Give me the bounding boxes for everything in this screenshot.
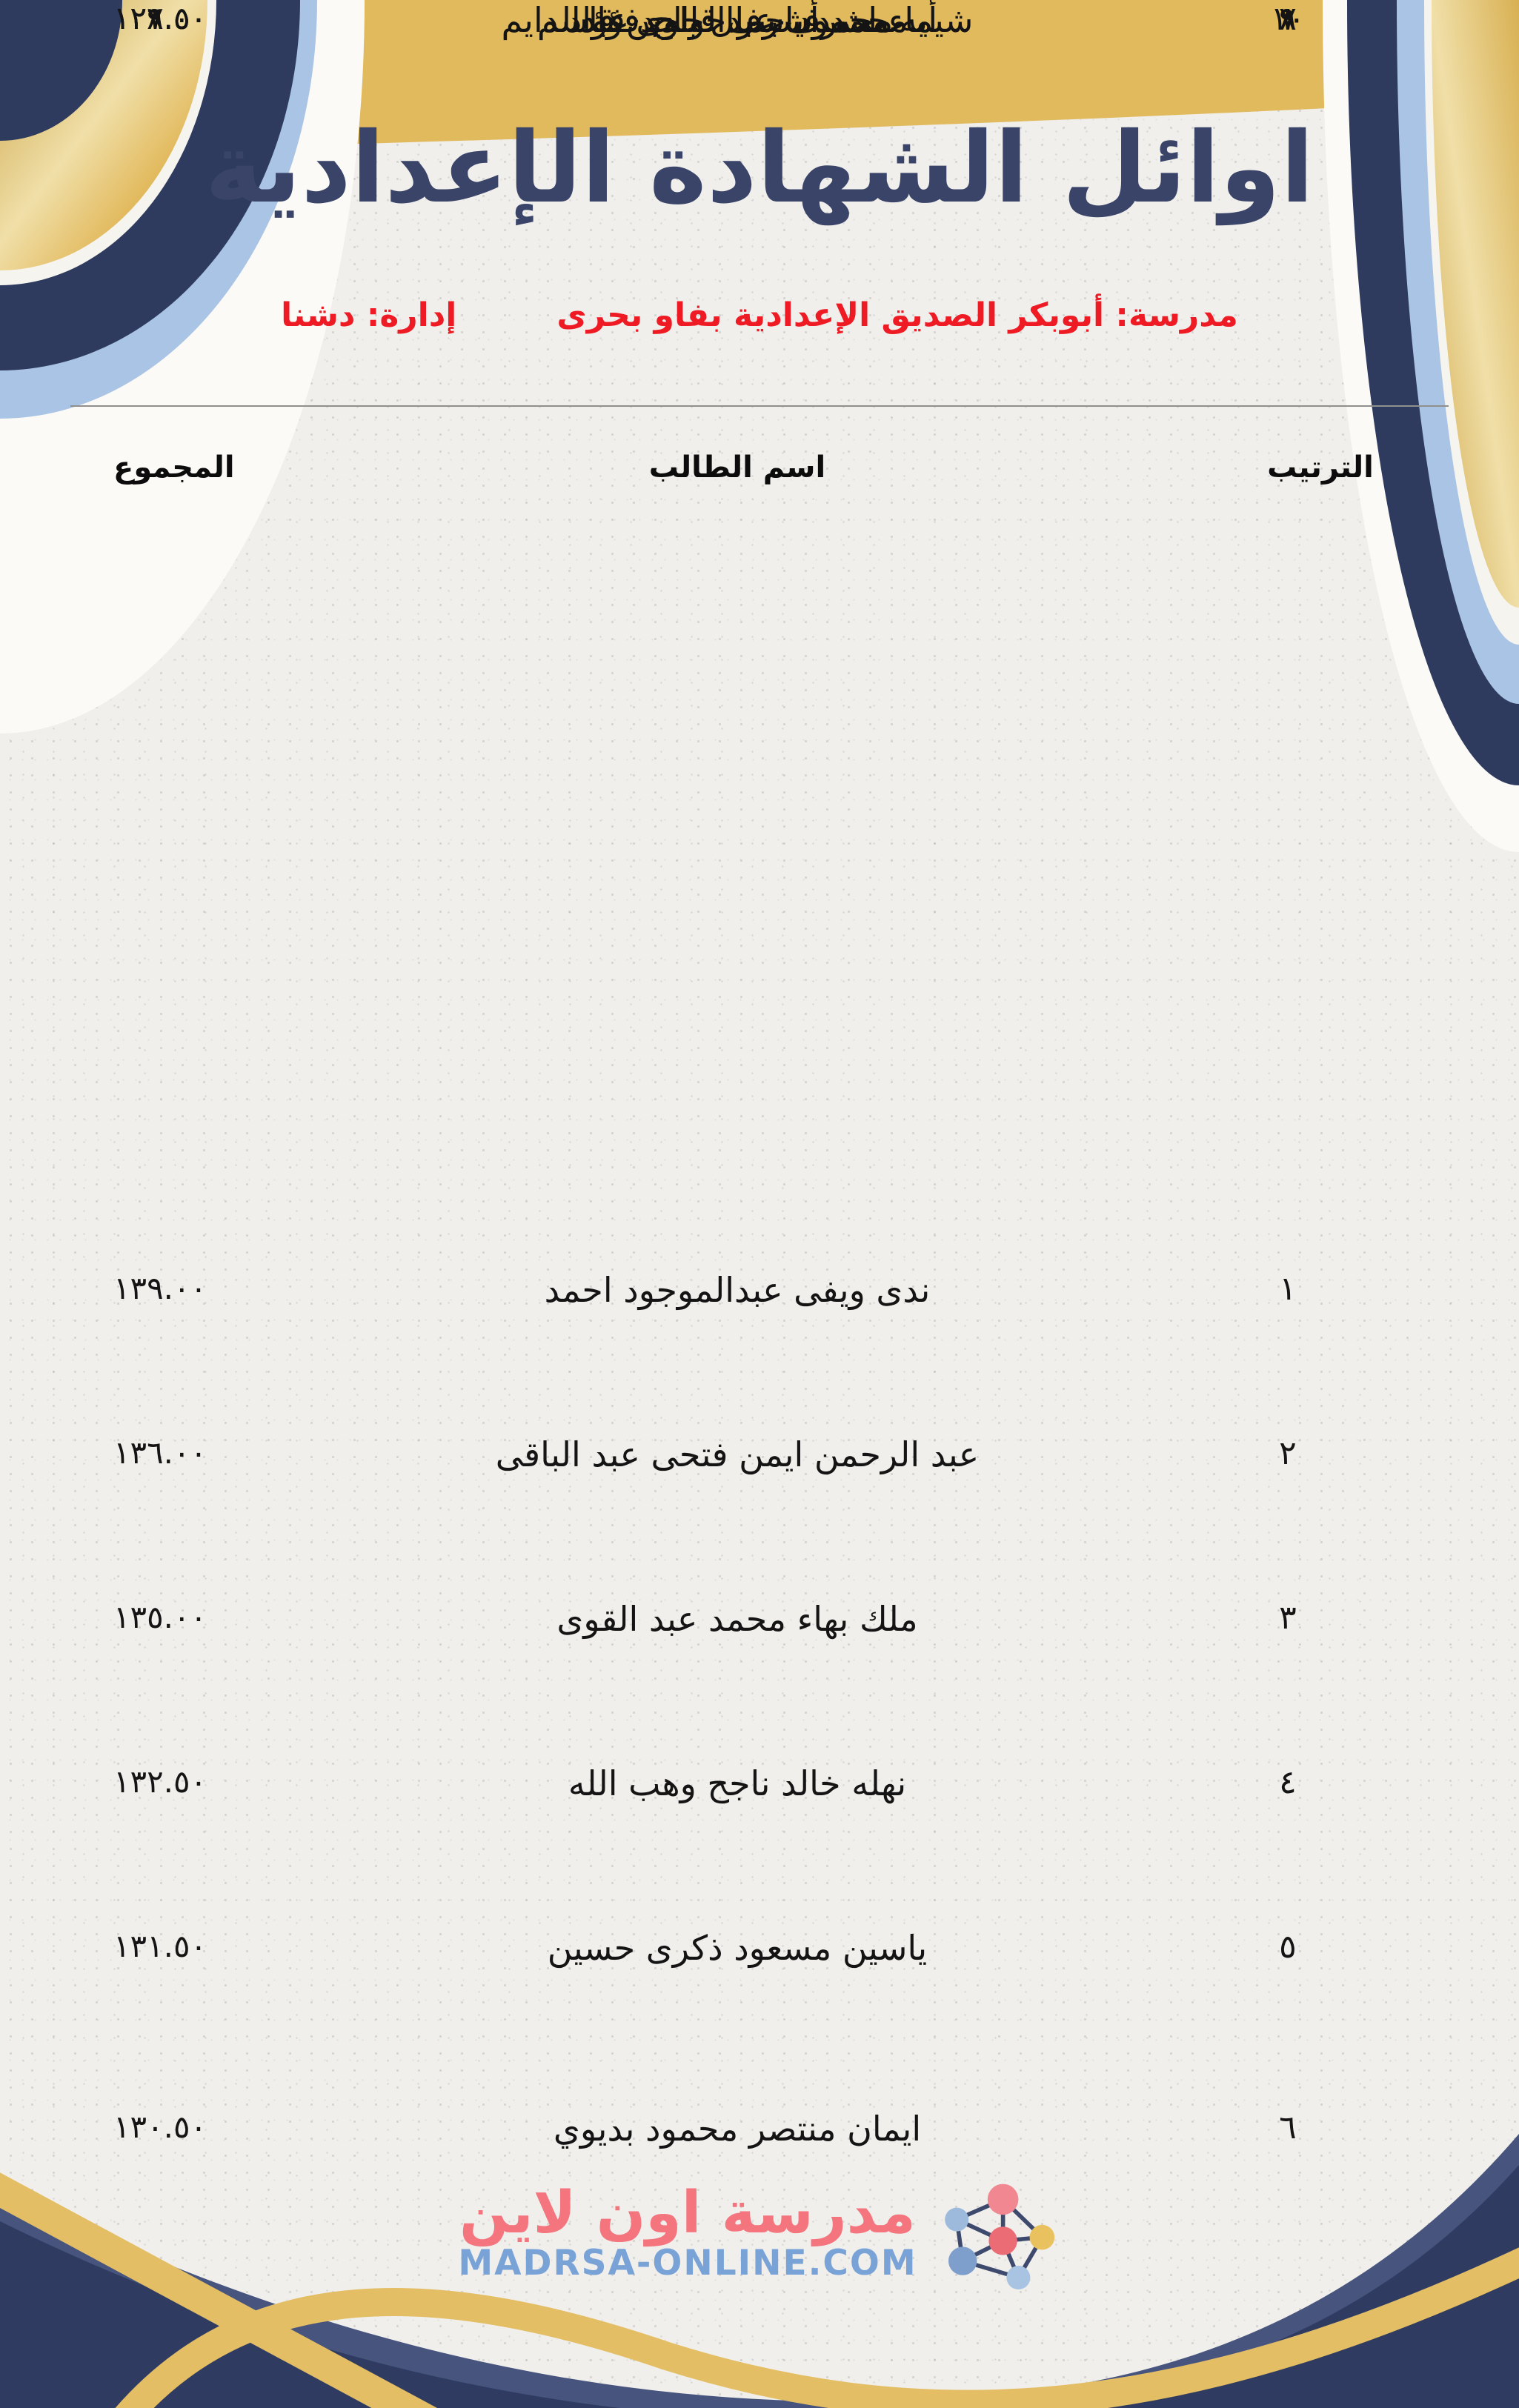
table-row: ٥ ياسين مسعود ذكرى حسين ١٣١.٥٠ <box>0 1928 1519 1975</box>
footer-brand: مدرسة اون لاين MADRSA-ONLINE.COM <box>0 2167 1519 2299</box>
header-divider <box>70 405 1449 407</box>
subtitle: مدرسة: أبوبكر الصديق الإعدادية بفاو بحرى… <box>0 296 1519 334</box>
rank-cell: ٤ <box>1279 1763 1297 1801</box>
brand-arabic-name: مدرسة اون لاين <box>459 2180 916 2247</box>
rank-cell: ٥ <box>1279 1928 1297 1966</box>
header-rank: الترتيب <box>1267 450 1374 485</box>
page-title: اوائل الشهادة الإعدادية <box>205 111 1316 225</box>
table-row: ٤ نهله خالد ناجح وهب الله ١٣٢.٥٠ <box>0 1763 1519 1811</box>
total-cell: ١٣٩.٠٠ <box>113 1270 207 1306</box>
name-cell: ياسين مسعود ذكرى حسين <box>547 1928 928 1968</box>
header-total: المجموع <box>113 450 235 485</box>
name-cell: ندى ويفى عبدالموجود احمد <box>544 1270 931 1310</box>
total-cell: ١٢٦.٠٠ <box>113 0 207 36</box>
name-cell: ملك بهاء محمد عبد القوى <box>556 1599 918 1639</box>
rank-cell: ٦ <box>1279 2109 1297 2146</box>
name-cell: ايمان منتصر محمود بديوي <box>553 2109 922 2149</box>
total-cell: ١٣٥.٠٠ <box>113 1599 207 1635</box>
header-name: اسم الطالب <box>648 450 826 485</box>
total-cell: ١٣١.٥٠ <box>113 1928 207 1964</box>
total-cell: ١٣٦.٠٠ <box>113 1434 207 1471</box>
name-cell: نهله خالد ناجح وهب الله <box>568 1763 907 1803</box>
name-cell: عبد الرحمن ايمن فتحى عبد الباقى <box>495 1434 980 1474</box>
brand-text: مدرسة اون لاين MADRSA-ONLINE.COM <box>458 2180 917 2284</box>
total-cell: ١٣٠.٥٠ <box>113 2109 207 2145</box>
network-graph-icon <box>944 2184 1054 2289</box>
rank-cell: ١ <box>1279 1270 1297 1308</box>
admin-label: إدارة: دشنا <box>281 296 457 334</box>
total-cell: ١٣٢.٥٠ <box>113 1763 207 1800</box>
brand-domain: MADRSA-ONLINE.COM <box>458 2243 917 2284</box>
table-row: ٢ عبد الرحمن ايمن فتحى عبد الباقى ١٣٦.٠٠ <box>0 1434 1519 1482</box>
name-cell: أيه محمود جمال الدين قاسم <box>536 0 938 40</box>
table-row: ٣ ملك بهاء محمد عبد القوى ١٣٥.٠٠ <box>0 1599 1519 1646</box>
table-header-row: الترتيب اسم الطالب المجموع <box>0 450 1519 495</box>
table-row: ١٠ أيه محمود جمال الدين قاسم ١٢٦.٠٠ <box>0 0 1519 47</box>
rank-cell: ٢ <box>1279 1434 1297 1472</box>
table-row: ٦ ايمان منتصر محمود بديوي ١٣٠.٥٠ <box>0 2109 1519 2156</box>
rank-cell: ٣ <box>1279 1599 1297 1637</box>
school-label: مدرسة: أبوبكر الصديق الإعدادية بفاو بحرى <box>556 296 1238 334</box>
table-row: ١ ندى ويفى عبدالموجود احمد ١٣٩.٠٠ <box>0 1270 1519 1317</box>
rank-cell: ١٠ <box>1270 0 1306 38</box>
